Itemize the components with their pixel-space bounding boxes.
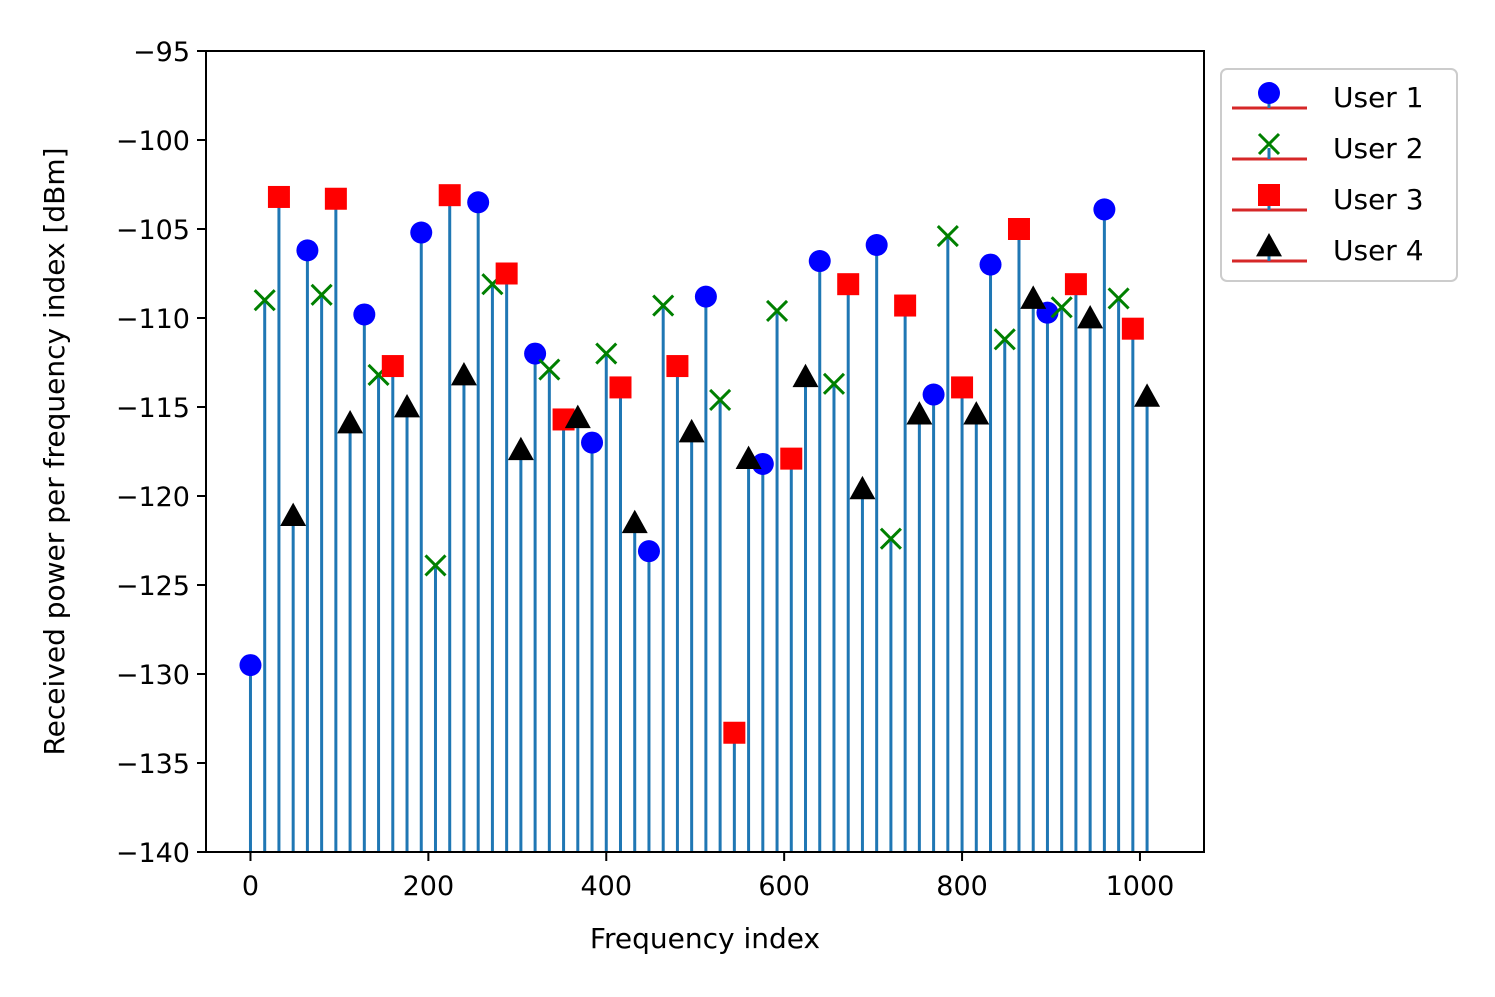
legend-label: User 2	[1333, 132, 1424, 165]
data-point-user-1	[751, 452, 774, 475]
data-point-user-4	[735, 445, 762, 470]
y-tick-label: −95	[133, 37, 190, 68]
legend-marker	[1257, 132, 1281, 156]
data-point-user-3	[666, 355, 689, 378]
legend: User 1 User 2 User 3 User 4	[1220, 68, 1458, 282]
stem-lines	[248, 195, 1149, 852]
x-axis: 0 200 400 600 800 1000	[242, 852, 1174, 902]
data-point-user-1	[353, 303, 376, 326]
data-point-user-2	[253, 289, 276, 312]
x-axis-label: Frequency index	[590, 922, 820, 955]
data-point-user-2	[765, 299, 789, 322]
data-point-user-3	[381, 355, 404, 378]
y-tick-label: −135	[116, 749, 190, 780]
data-point-user-1	[1093, 198, 1116, 221]
data-point-user-2	[310, 283, 333, 306]
data-point-user-2	[822, 372, 846, 395]
data-point-user-4	[1077, 305, 1104, 329]
y-tick-label: −110	[116, 304, 190, 335]
data-point-user-1	[581, 431, 604, 454]
legend-marker	[1256, 233, 1282, 257]
legend-marker	[1258, 184, 1280, 206]
x-tick-label: 1000	[1106, 871, 1175, 902]
legend-label: User 3	[1333, 183, 1424, 216]
data-point-user-3	[495, 262, 518, 285]
legend-label: User 1	[1333, 81, 1424, 114]
data-point-user-4	[963, 401, 990, 425]
legend-item-user-4: User 4	[1232, 233, 1424, 267]
data-point-user-3	[951, 376, 974, 399]
y-tick-label: −140	[116, 838, 190, 869]
y-tick-label: −105	[116, 215, 190, 246]
data-point-user-1	[694, 285, 717, 308]
y-tick-label: −125	[116, 571, 190, 602]
data-point-user-4	[507, 436, 534, 461]
data-point-user-3	[837, 273, 860, 296]
data-point-user-3	[894, 294, 917, 317]
data-point-user-3	[267, 185, 290, 208]
legend-item-user-3: User 3	[1232, 183, 1424, 216]
data-point-user-1	[637, 540, 660, 563]
data-point-user-3	[609, 376, 632, 399]
data-point-user-3	[1121, 317, 1144, 340]
y-tick-label: −120	[116, 482, 190, 513]
data-point-user-1	[808, 250, 831, 273]
legend-marker	[1258, 82, 1280, 104]
data-point-user-2	[595, 342, 618, 365]
data-point-user-4	[1134, 383, 1161, 407]
data-markers	[239, 184, 1161, 744]
data-point-user-4	[678, 418, 705, 443]
data-point-user-1	[979, 253, 1002, 276]
data-point-user-2	[1050, 296, 1073, 319]
legend-label: User 4	[1333, 234, 1424, 267]
data-point-user-3	[723, 721, 746, 744]
data-point-user-4	[792, 363, 819, 388]
data-point-user-4	[906, 401, 933, 425]
legend-item-user-1: User 1	[1232, 81, 1424, 114]
data-point-user-2	[993, 328, 1016, 351]
data-point-user-1	[410, 221, 433, 244]
data-point-user-1	[296, 239, 319, 262]
legend-item-user-2: User 2	[1232, 132, 1424, 165]
x-tick-label: 600	[758, 871, 810, 902]
data-point-user-1	[239, 654, 262, 677]
data-point-user-3	[324, 187, 347, 210]
x-tick-label: 0	[242, 871, 259, 902]
data-point-user-4	[849, 475, 876, 500]
data-point-user-1	[922, 383, 945, 406]
data-point-user-4	[1020, 285, 1047, 309]
data-point-user-3	[780, 447, 803, 470]
data-point-user-2	[936, 225, 959, 248]
y-axis: −95 −100 −105 −110 −115 −120 −125 −130 −135 −140	[116, 37, 206, 869]
data-point-user-2	[652, 294, 675, 317]
data-point-user-4	[564, 404, 591, 429]
data-point-user-3	[1064, 273, 1087, 296]
y-tick-label: −100	[116, 126, 190, 157]
data-point-user-3	[1007, 218, 1030, 240]
plot-frame	[205, 50, 1205, 853]
data-point-user-1	[467, 191, 490, 214]
y-tick-label: −130	[116, 660, 190, 691]
data-point-user-3	[438, 184, 461, 207]
x-tick-label: 800	[936, 871, 988, 902]
data-point-user-4	[394, 394, 421, 418]
data-point-user-2	[879, 527, 902, 550]
y-axis-label: Received power per frequency index [dBm]	[38, 147, 71, 755]
x-tick-label: 400	[580, 871, 632, 902]
y-tick-label: −115	[116, 393, 190, 424]
data-point-user-4	[337, 410, 364, 434]
data-point-user-2	[538, 358, 561, 381]
data-point-user-1	[865, 234, 888, 257]
data-point-user-4	[280, 502, 307, 526]
data-point-user-2	[1107, 287, 1130, 310]
data-point-user-2	[424, 554, 447, 577]
legend-box	[1220, 68, 1458, 282]
data-point-user-4	[621, 509, 648, 534]
data-point-user-4	[450, 361, 477, 386]
x-tick-label: 200	[403, 871, 455, 902]
data-point-user-2	[709, 388, 732, 411]
